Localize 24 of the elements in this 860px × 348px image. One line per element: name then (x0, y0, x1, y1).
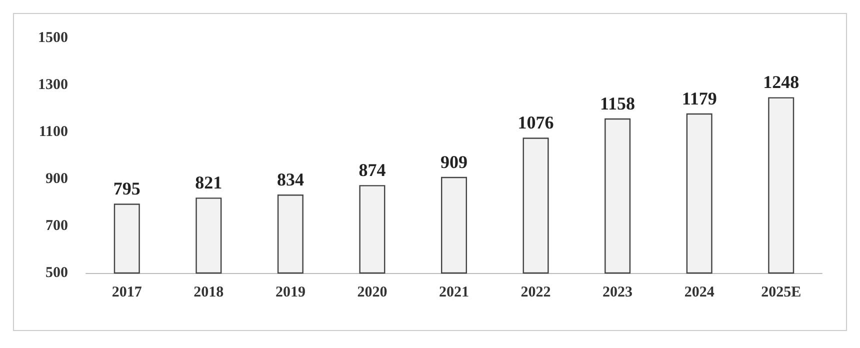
y-tick-label: 700 (46, 218, 68, 234)
x-tick-label: 2018 (194, 284, 224, 300)
y-tick-label: 1300 (38, 77, 68, 93)
data-label: 1248 (763, 72, 800, 92)
data-label: 821 (195, 172, 222, 193)
data-label: 834 (276, 170, 304, 190)
x-tick-label: 2025E (761, 284, 802, 300)
y-tick-label: 900 (46, 171, 68, 187)
y-tick-label: 1100 (38, 124, 68, 140)
data-label: 1076 (518, 112, 554, 133)
data-label: 795 (113, 178, 140, 199)
x-tick-label: 2022 (520, 284, 551, 300)
data-label: 909 (440, 152, 468, 172)
x-tick-label: 2019 (275, 284, 306, 300)
x-tick-label: 2024 (684, 284, 715, 300)
x-tick-label: 2021 (439, 284, 469, 300)
x-tick-label: 2017 (112, 284, 142, 300)
y-tick-label: 500 (46, 265, 68, 281)
y-tick-label: 1500 (38, 30, 68, 46)
data-label: 1179 (682, 88, 717, 108)
data-label: 1158 (600, 93, 636, 114)
x-tick-label: 2020 (357, 284, 388, 300)
data-label: 874 (358, 160, 386, 180)
x-tick-label: 2023 (602, 284, 633, 300)
